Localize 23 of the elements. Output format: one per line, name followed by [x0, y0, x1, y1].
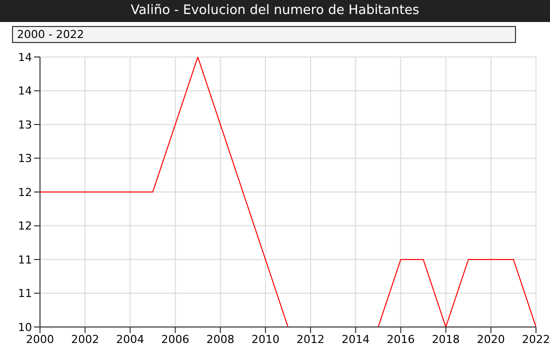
x-tick-label: 2006	[161, 332, 190, 346]
y-tick-label: 12	[18, 220, 32, 233]
y-tick-label: 13	[18, 118, 32, 132]
x-tick-label: 2010	[251, 332, 280, 346]
x-tick-label: 2012	[296, 332, 325, 346]
x-tick-label: 2008	[206, 332, 234, 346]
x-tick-label: 2018	[432, 332, 460, 346]
y-tick-label: 13	[18, 152, 32, 166]
x-tick-label: 2014	[342, 332, 370, 346]
chart-subtitle: 2000 - 2022	[12, 26, 516, 43]
x-tick-label: 2000	[26, 332, 54, 346]
chart-title: Valiño - Evolucion del numero de Habitantes	[0, 0, 550, 22]
x-tick-label: 2016	[386, 332, 415, 346]
y-tick-label: 10	[18, 320, 32, 334]
y-tick-label: 14	[18, 50, 32, 64]
x-tick-label: 2020	[476, 332, 505, 346]
y-tick-label: 11	[18, 253, 32, 266]
y-tick-label: 14	[18, 84, 32, 98]
y-tick-label: 12	[18, 186, 32, 199]
x-tick-label: 2004	[116, 332, 144, 346]
x-tick-label: 2002	[71, 332, 100, 346]
x-tick-label: 2022	[522, 332, 550, 346]
y-tick-label: 11	[18, 287, 32, 300]
